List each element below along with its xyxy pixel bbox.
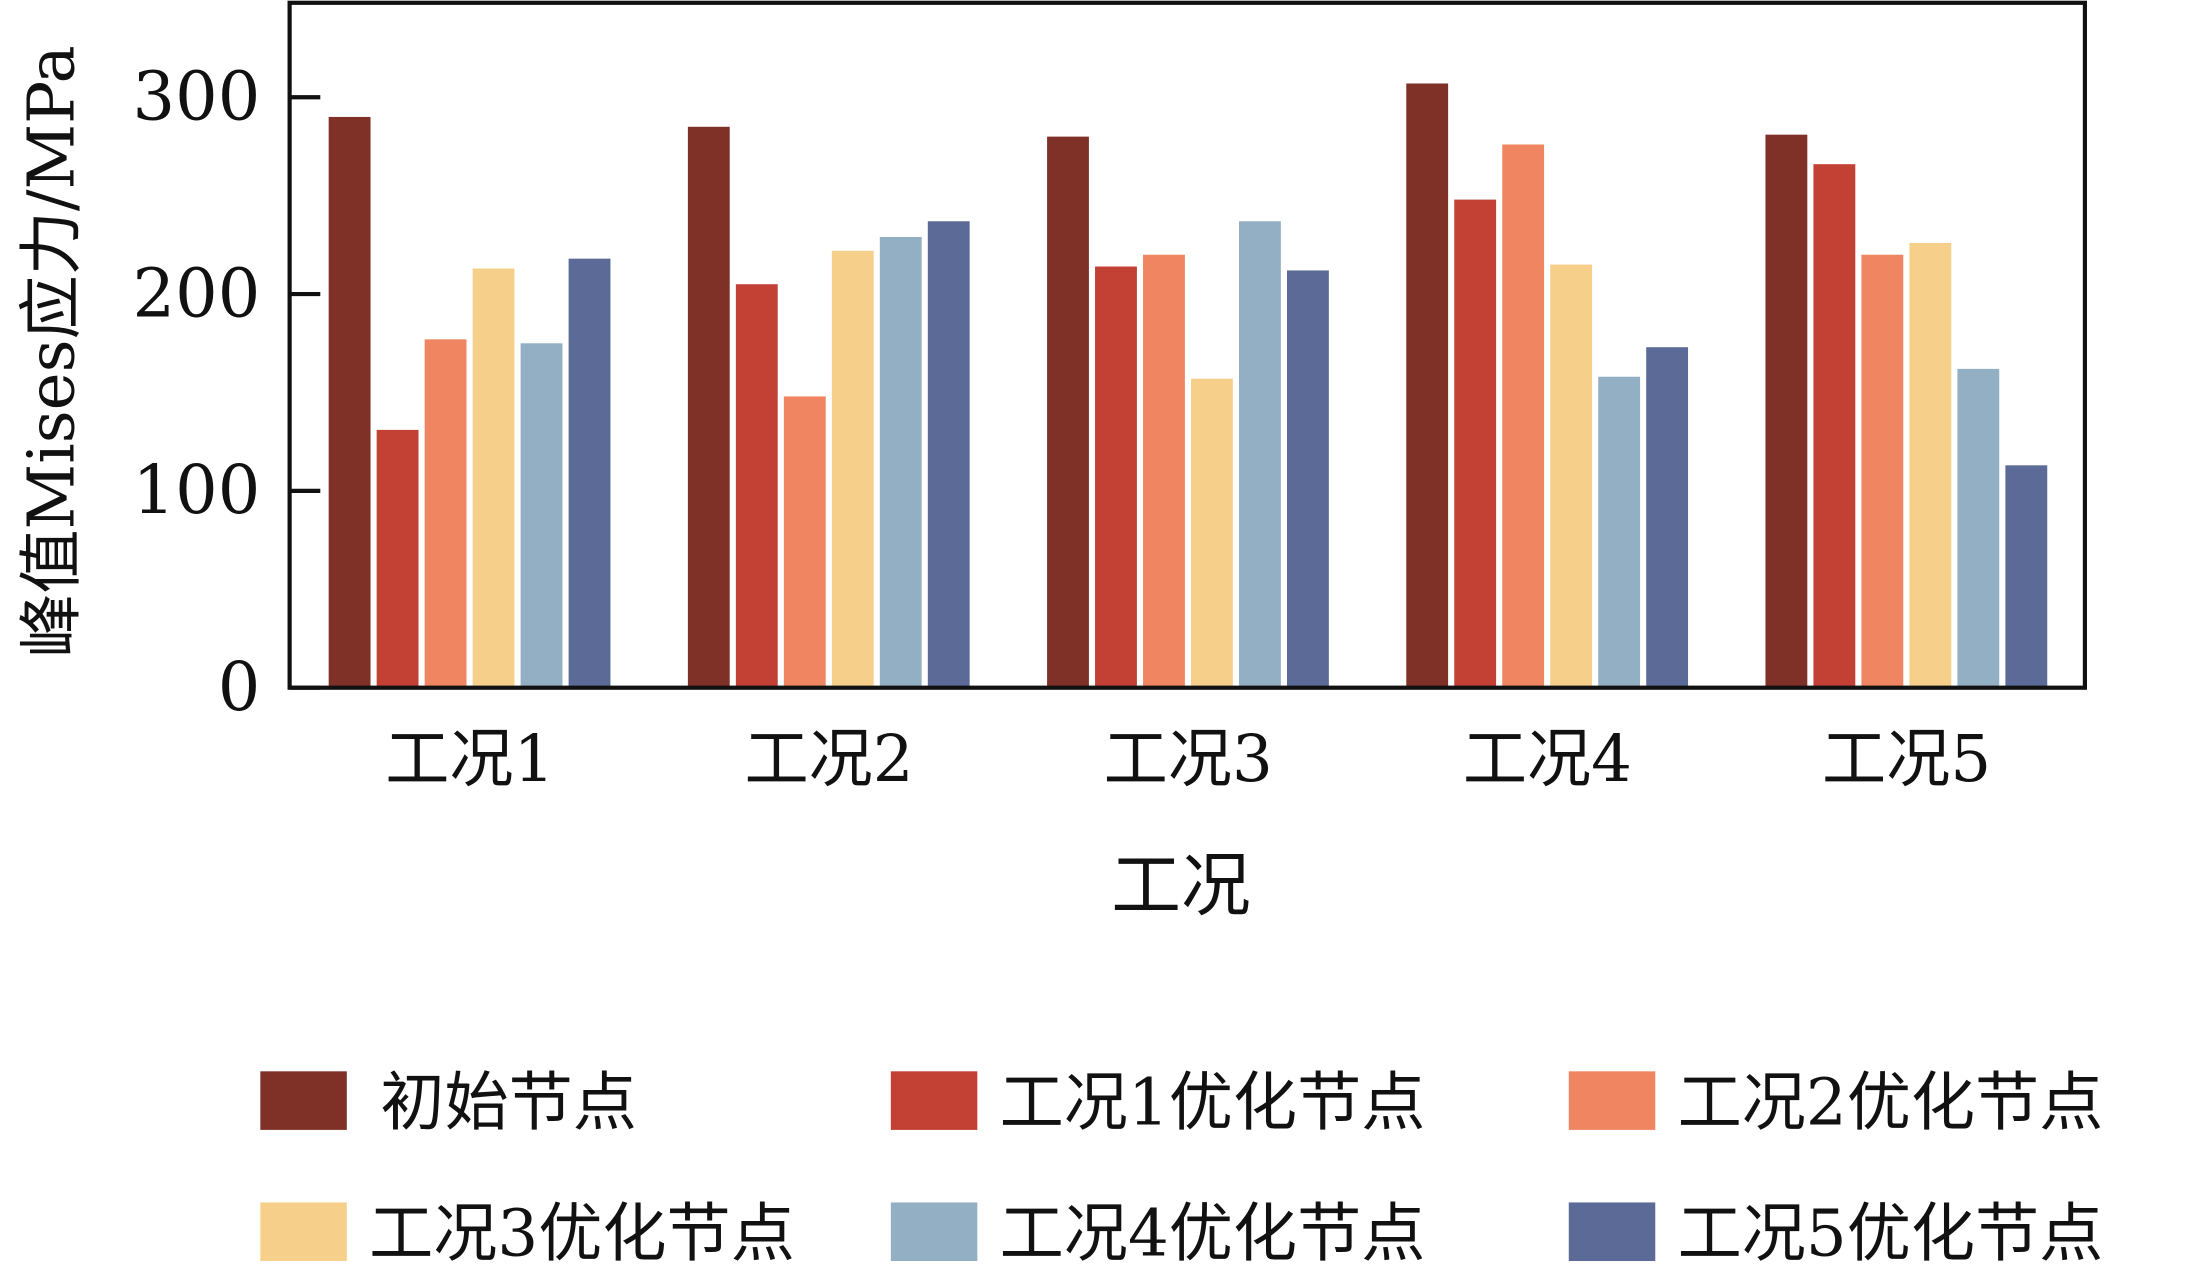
x-tick-label: 工况5 xyxy=(1822,722,1991,797)
bar-4-series-1 xyxy=(1406,83,1449,688)
bar-5-series-4 xyxy=(1909,242,1952,688)
bar-4-series-4 xyxy=(1550,264,1593,688)
legend-label: 工况5优化节点 xyxy=(1678,1196,2104,1268)
bar-3-series-6 xyxy=(1287,270,1329,688)
legend-swatch xyxy=(260,1071,347,1130)
bar-4-series-6 xyxy=(1646,347,1689,688)
bar-2-series-3 xyxy=(783,396,826,688)
bar-2-series-4 xyxy=(831,250,874,688)
bar-1-series-6 xyxy=(568,258,611,688)
bar-5-series-1 xyxy=(1765,134,1808,688)
bar-2-series-5 xyxy=(879,236,922,688)
x-axis: 工况1 工况2 工况3 工况4 工况5 xyxy=(385,722,1991,797)
bar-5-series-2 xyxy=(1813,164,1856,688)
bar-4-series-3 xyxy=(1502,144,1545,688)
bar-2-series-1 xyxy=(687,126,730,688)
legend-label: 初始节点 xyxy=(380,1065,637,1140)
legend-label: 工况3优化节点 xyxy=(369,1196,795,1268)
bar-5-series-6 xyxy=(2005,465,2048,688)
legend-swatch xyxy=(1568,1202,1656,1262)
legend-swatch xyxy=(260,1202,347,1262)
bar-2-series-2 xyxy=(735,284,778,688)
legend-swatch xyxy=(1568,1071,1656,1130)
bar-5-series-5 xyxy=(1957,368,2000,688)
x-tick-label: 工况2 xyxy=(744,722,913,797)
x-axis-label: 工况 xyxy=(1111,846,1250,927)
legend-swatch xyxy=(890,1202,978,1262)
bar-5-series-3 xyxy=(1861,254,1904,688)
x-tick-label: 工况3 xyxy=(1104,722,1273,797)
bars-layer xyxy=(328,83,2048,688)
bar-1-series-5 xyxy=(520,343,563,688)
x-tick-label: 工况4 xyxy=(1463,722,1632,797)
bar-3-series-2 xyxy=(1095,266,1137,688)
legend-swatch xyxy=(890,1071,978,1130)
y-tick-label: 100 xyxy=(133,451,261,529)
bar-1-series-2 xyxy=(376,429,419,688)
bar-3-series-5 xyxy=(1239,221,1281,688)
bar-1-series-1 xyxy=(328,116,371,688)
legend-label: 工况2优化节点 xyxy=(1678,1065,2104,1140)
bar-2-series-6 xyxy=(927,221,970,688)
y-tick-label: 300 xyxy=(133,58,261,136)
x-tick-label: 工况1 xyxy=(385,722,554,797)
legend-label: 工况4优化节点 xyxy=(1000,1196,1426,1268)
bar-4-series-5 xyxy=(1598,376,1641,688)
y-tick-label: 200 xyxy=(133,254,261,332)
legend-label: 工况1优化节点 xyxy=(1000,1065,1426,1140)
plot-frame xyxy=(287,0,2087,690)
bar-3-series-1 xyxy=(1047,136,1089,688)
y-axis-label: 峰值Mises应力/MPa xyxy=(14,45,89,658)
y-tick-label: 0 xyxy=(218,648,261,726)
bar-1-series-3 xyxy=(424,339,467,688)
y-axis: 0 100 200 300 xyxy=(133,58,321,726)
bar-4-series-2 xyxy=(1454,199,1497,688)
bar-3-series-4 xyxy=(1191,378,1233,688)
bar-1-series-4 xyxy=(472,268,515,688)
bar-3-series-3 xyxy=(1143,254,1185,688)
